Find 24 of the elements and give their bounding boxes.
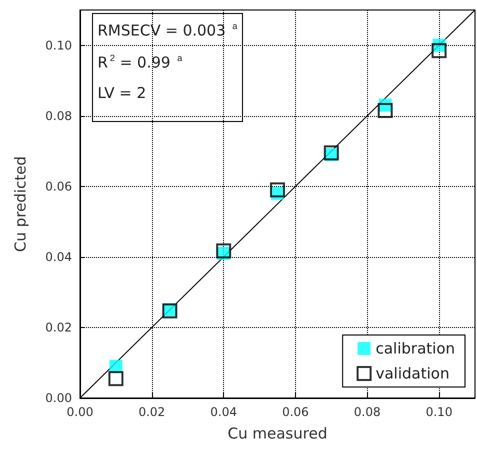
annotation: LV = 2 bbox=[98, 84, 146, 102]
x-axis-title: Cu measured bbox=[228, 424, 328, 442]
legend-label: validation bbox=[376, 364, 450, 382]
point bbox=[378, 103, 393, 118]
point bbox=[324, 145, 339, 160]
y-tick-label: 0.00 bbox=[45, 391, 72, 405]
y-tick-label: 0.02 bbox=[45, 320, 72, 334]
point bbox=[432, 43, 447, 58]
point bbox=[216, 243, 232, 258]
x-tick-label: 0.02 bbox=[138, 405, 166, 419]
x-tick-label: 0.00 bbox=[66, 405, 94, 419]
y-axis-title: Cu predicted bbox=[12, 156, 30, 252]
annotation: RMSECV = 0.003 a bbox=[98, 21, 238, 40]
legend-label: calibration bbox=[376, 340, 456, 358]
y-tick-label: 0.08 bbox=[45, 108, 72, 123]
y-tick-label: 0.06 bbox=[45, 179, 72, 194]
x-tick-label: 0.10 bbox=[426, 405, 452, 419]
y-tick-label: 0.04 bbox=[45, 250, 72, 264]
x-tick-label: 0.04 bbox=[210, 405, 237, 419]
y-tick-label: 0.10 bbox=[45, 38, 72, 52]
point bbox=[270, 182, 285, 198]
x-tick-label: 0.08 bbox=[354, 405, 381, 419]
x-tick-label: 0.06 bbox=[282, 405, 309, 419]
point bbox=[108, 371, 124, 386]
